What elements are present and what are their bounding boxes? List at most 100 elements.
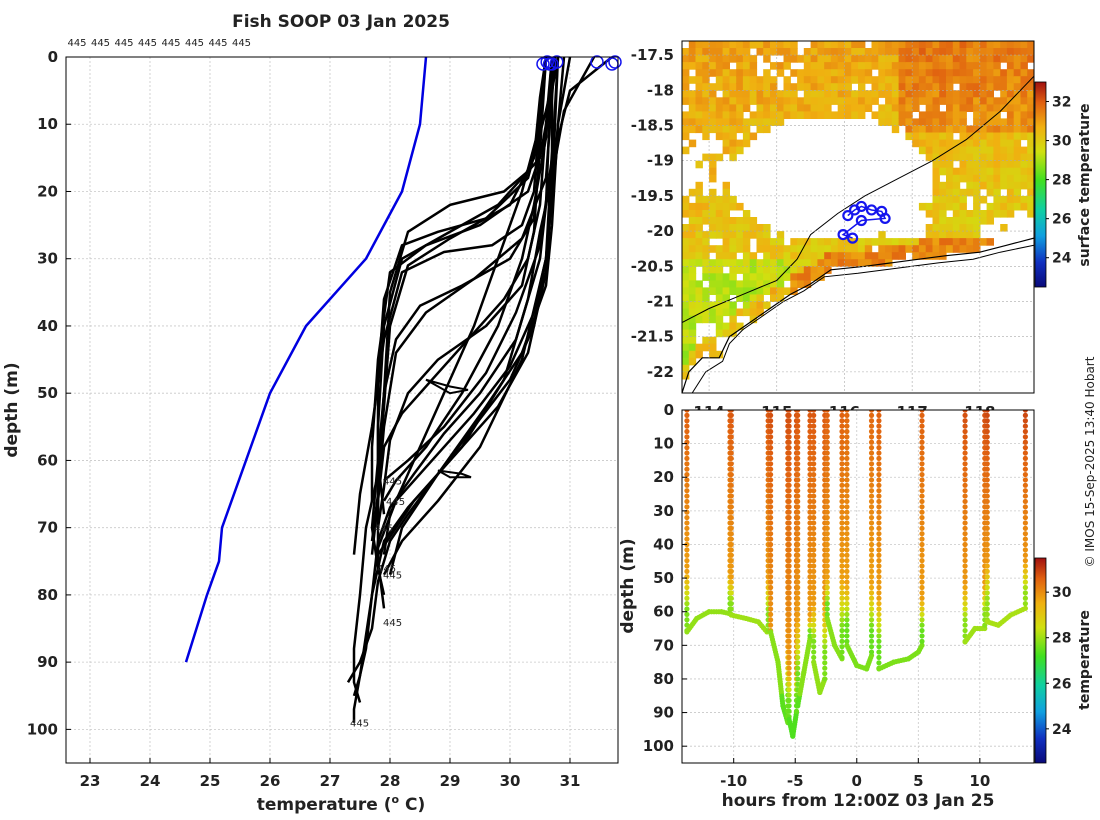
ts-sample xyxy=(962,466,968,472)
ts-sample xyxy=(876,482,882,488)
ts-sample xyxy=(795,638,801,644)
sst-cell xyxy=(722,252,730,260)
sst-cell xyxy=(844,69,852,77)
end-label: 445 xyxy=(383,571,402,582)
sst-cell xyxy=(939,90,947,98)
sst-cell xyxy=(715,294,724,302)
profile-position-marker xyxy=(837,229,849,241)
sst-cell xyxy=(932,160,940,169)
sst-cell xyxy=(1020,160,1028,169)
sst-cell xyxy=(871,259,879,267)
ts-sample xyxy=(786,687,792,693)
sst-cell xyxy=(722,97,730,105)
sst-cell xyxy=(783,287,791,295)
sst-cell xyxy=(979,153,988,162)
sst-cell xyxy=(878,104,886,112)
ts-sample xyxy=(839,520,845,526)
sst-cell xyxy=(932,139,940,148)
sst-cell xyxy=(1006,195,1015,204)
sst-cell xyxy=(695,217,703,225)
sst-cell xyxy=(803,55,812,63)
y-tick-label: 20 xyxy=(37,182,58,200)
ts-sample xyxy=(811,412,817,418)
sst-cell xyxy=(1000,55,1008,63)
sst-cell xyxy=(715,83,724,91)
ts-sample xyxy=(839,498,845,505)
sst-cell xyxy=(1006,104,1015,112)
ts-colorbar-tick-label: 28 xyxy=(1052,631,1071,647)
sst-cell xyxy=(817,259,825,267)
ts-sample xyxy=(1022,584,1028,591)
sst-cell xyxy=(939,153,947,162)
sst-cell xyxy=(709,343,717,352)
sst-cell xyxy=(959,231,967,239)
ts-sample xyxy=(728,606,734,612)
map-y-tick-label: -17.5 xyxy=(631,46,674,64)
ts-sample xyxy=(786,558,792,564)
sst-cell xyxy=(709,111,717,119)
ts-sample xyxy=(868,439,875,445)
sst-cell xyxy=(688,48,697,56)
sst-cell xyxy=(790,273,798,281)
ts-sample xyxy=(786,606,792,612)
sst-cell xyxy=(932,224,940,232)
ts-sample xyxy=(824,428,830,435)
ts-sample xyxy=(684,488,690,494)
sst-cell xyxy=(912,55,920,63)
sst-cell xyxy=(925,97,934,105)
ts-sample xyxy=(984,477,990,483)
sst-cell xyxy=(736,224,744,232)
ts-sample xyxy=(876,654,882,661)
sst-cell xyxy=(932,181,940,190)
ts-sample xyxy=(868,461,875,467)
ts-sample xyxy=(684,606,690,612)
sst-cell xyxy=(1000,90,1008,98)
sst-cell xyxy=(722,202,730,211)
sst-cell xyxy=(959,111,967,119)
sst-cell xyxy=(918,48,927,56)
end-label: 445 xyxy=(383,477,402,488)
sst-cell xyxy=(1027,146,1034,155)
ts-sample xyxy=(919,541,925,548)
ts-sample xyxy=(824,611,830,618)
sst-cell xyxy=(932,153,940,162)
sst-cell xyxy=(749,259,758,267)
ts-sample xyxy=(962,568,968,574)
sst-cell xyxy=(783,111,791,119)
sst-cell xyxy=(763,111,771,119)
sst-field xyxy=(682,41,1034,380)
ts-sample xyxy=(795,670,801,677)
sst-cell xyxy=(763,69,771,77)
sst-cell xyxy=(742,76,751,84)
sst-cell xyxy=(797,83,805,91)
ts-sample xyxy=(839,638,845,644)
ts-sample xyxy=(844,461,850,467)
sst-cell xyxy=(993,210,1001,218)
sst-cell xyxy=(993,125,1001,134)
ts-sample xyxy=(876,428,882,435)
sst-cell xyxy=(925,83,934,91)
sst-cell xyxy=(682,287,690,295)
ts-sample xyxy=(839,617,845,623)
ts-sample xyxy=(844,477,850,483)
sst-cell xyxy=(1000,181,1008,190)
ts-sample xyxy=(868,536,875,542)
sst-cell xyxy=(749,97,758,105)
sst-cell xyxy=(844,97,852,105)
sst-cell xyxy=(946,76,954,84)
ts-sample xyxy=(768,488,774,494)
sst-cell xyxy=(864,252,873,260)
sst-cell xyxy=(1027,132,1034,141)
sst-cell xyxy=(837,76,846,84)
sst-cell xyxy=(695,231,703,239)
ts-sample xyxy=(684,450,690,456)
sst-cell xyxy=(790,266,798,274)
profile-line xyxy=(352,57,554,697)
ts-sample xyxy=(684,477,690,483)
ts-sample xyxy=(795,601,801,607)
sst-cell xyxy=(898,111,906,119)
sst-cell xyxy=(797,104,805,112)
ts-sample xyxy=(684,461,690,467)
sst-cell xyxy=(979,181,988,190)
sst-cell xyxy=(790,41,798,49)
